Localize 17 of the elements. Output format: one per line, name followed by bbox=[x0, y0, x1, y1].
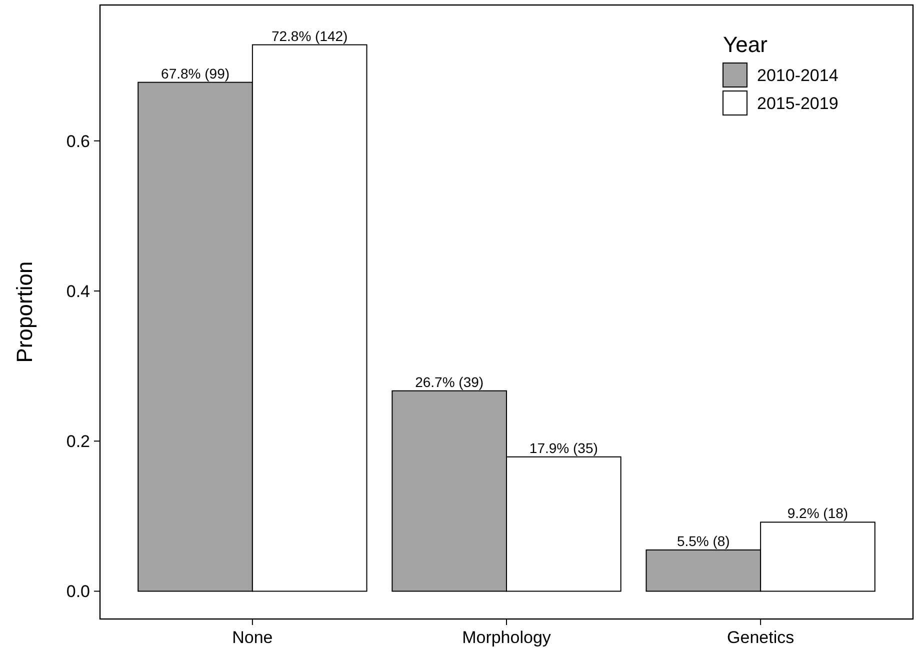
y-tick-label: 0.0 bbox=[66, 582, 90, 602]
x-tick-label: Genetics bbox=[727, 628, 794, 647]
y-axis-title: Proportion bbox=[12, 261, 37, 363]
x-tick-label: None bbox=[232, 628, 273, 647]
legend-label: 2015-2019 bbox=[757, 94, 838, 113]
data-label: 72.8% (142) bbox=[271, 28, 348, 44]
data-label: 26.7% (39) bbox=[415, 374, 484, 390]
data-label: 17.9% (35) bbox=[529, 440, 598, 456]
data-label: 5.5% (8) bbox=[676, 532, 730, 549]
legend-title: Year bbox=[723, 32, 768, 57]
y-tick-label: 0.2 bbox=[66, 432, 90, 452]
data-label: 9.2% (18) bbox=[787, 505, 848, 522]
x-tick-label: Morphology bbox=[462, 628, 552, 647]
data-label: 67.8% (99) bbox=[161, 65, 230, 82]
legend-label: 2010-2014 bbox=[757, 66, 838, 85]
y-tick-label: 0.4 bbox=[66, 282, 90, 301]
y-tick-label: 0.6 bbox=[66, 132, 90, 151]
